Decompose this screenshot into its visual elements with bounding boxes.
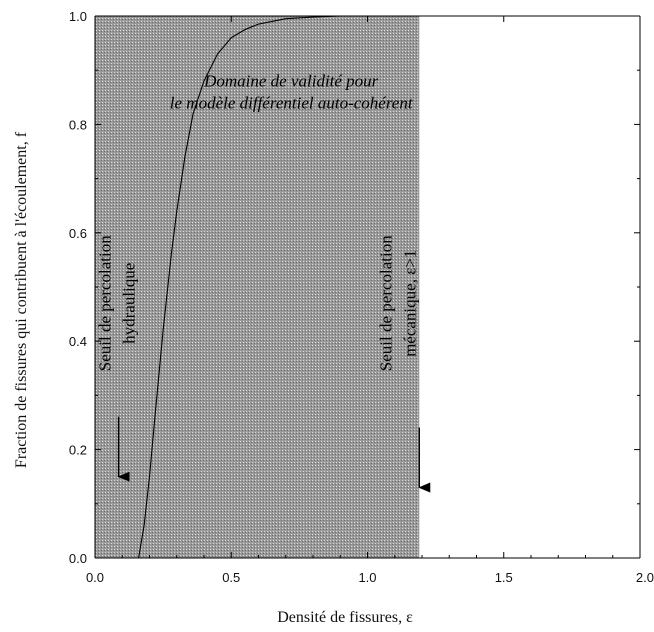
y-tick-label: 0.8 (69, 117, 87, 132)
shaded-validity-region (95, 16, 420, 558)
y-tick-label: 0.4 (69, 334, 87, 349)
series-line (138, 15, 420, 559)
annotation-hydraulic-threshold: hydraulique (120, 263, 139, 344)
annotation-mechanical-threshold: Seuil de percolation (376, 235, 395, 371)
y-tick-label: 1.0 (69, 9, 87, 24)
x-tick-label: 2.0 (636, 570, 654, 585)
annotation-hydraulic-threshold: Seuil de percolation (96, 235, 115, 371)
x-tick-label: 1.0 (358, 570, 376, 585)
x-tick-label: 0.5 (222, 570, 240, 585)
annotation-mechanical-threshold: mécanique, ε>1 (400, 250, 419, 357)
annotation-validity-domain: Domaine de validité pour (203, 71, 379, 90)
y-tick-label: 0.0 (69, 551, 87, 566)
x-tick-label: 1.5 (495, 570, 513, 585)
x-axis-title: Densité de fissures, ε (277, 609, 413, 626)
y-axis-title: Fraction de fissures qui contribuent à l… (13, 131, 30, 468)
y-tick-label: 0.2 (69, 443, 87, 458)
x-tick-label: 0.0 (86, 570, 104, 585)
y-tick-label: 0.6 (69, 226, 87, 241)
annotation-validity-domain: le modèle différentiel auto-cohérent (170, 93, 414, 112)
